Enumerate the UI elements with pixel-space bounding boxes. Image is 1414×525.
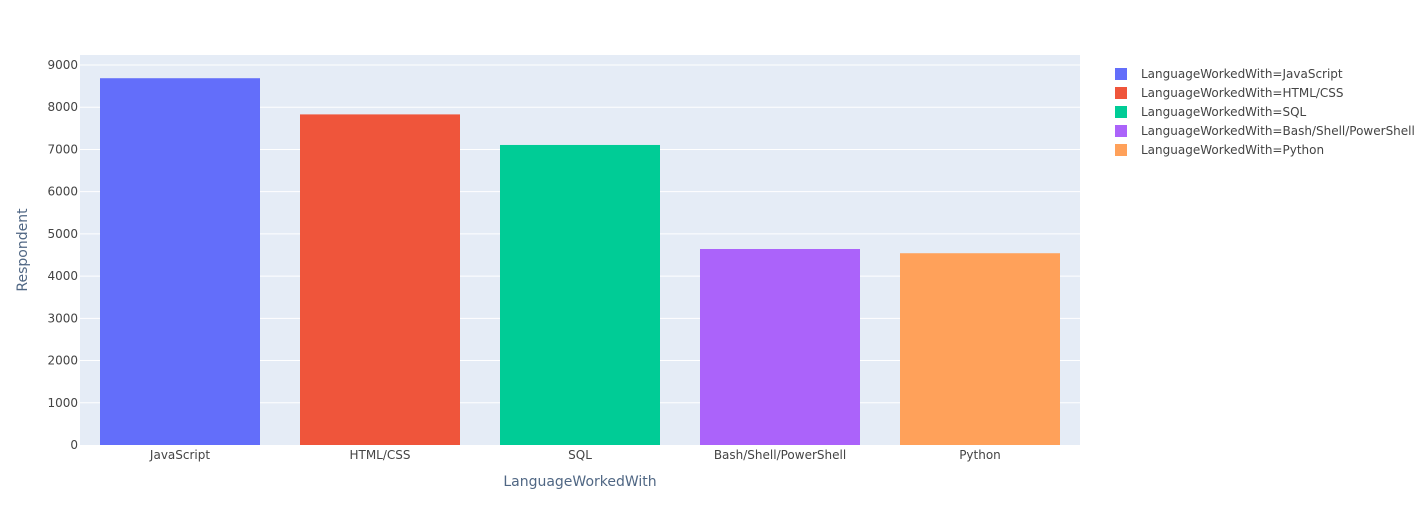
bar-bash-shell-powershell[interactable] <box>700 249 860 445</box>
legend-label: LanguageWorkedWith=SQL <box>1141 105 1307 119</box>
legend-swatch <box>1115 144 1127 156</box>
y-tick-label: 8000 <box>47 100 78 114</box>
y-tick-label: 5000 <box>47 227 78 241</box>
bar-sql[interactable] <box>500 144 660 446</box>
y-axis-title: Respondent <box>15 208 31 292</box>
x-tick-label: HTML/CSS <box>349 448 410 462</box>
legend-label: LanguageWorkedWith=Python <box>1141 143 1324 157</box>
legend-label: LanguageWorkedWith=HTML/CSS <box>1141 86 1344 100</box>
legend-item[interactable]: LanguageWorkedWith=Python <box>1115 143 1324 157</box>
x-tick-label: JavaScript <box>149 448 210 462</box>
legend-item[interactable]: LanguageWorkedWith=SQL <box>1115 105 1307 119</box>
bars <box>100 78 1060 446</box>
legend-label: LanguageWorkedWith=Bash/Shell/PowerShell <box>1141 124 1414 138</box>
y-tick-label: 6000 <box>47 185 78 199</box>
x-axis-title: LanguageWorkedWith <box>503 474 656 490</box>
legend-swatch <box>1115 87 1127 99</box>
y-tick-label: 2000 <box>47 354 78 368</box>
legend-item[interactable]: LanguageWorkedWith=JavaScript <box>1115 67 1343 81</box>
legend-item[interactable]: LanguageWorkedWith=HTML/CSS <box>1115 86 1344 100</box>
y-axis-ticks: 0 1000 2000 3000 4000 5000 6000 7000 8000 9000 <box>47 58 78 452</box>
y-tick-label: 3000 <box>47 311 78 325</box>
legend-swatch <box>1115 125 1127 137</box>
bar-python[interactable] <box>900 253 1060 445</box>
y-tick-label: 4000 <box>47 269 78 283</box>
x-tick-label: SQL <box>568 448 592 462</box>
x-tick-label: Bash/Shell/PowerShell <box>714 448 846 462</box>
y-tick-label: 0 <box>70 438 78 452</box>
bar-javascript[interactable] <box>100 78 260 446</box>
legend-swatch <box>1115 106 1127 118</box>
y-tick-label: 1000 <box>47 396 78 410</box>
legend-swatch <box>1115 68 1127 80</box>
x-axis-ticks: JavaScript HTML/CSS SQL Bash/Shell/PowerShe… <box>149 448 1001 462</box>
legend-label: LanguageWorkedWith=JavaScript <box>1141 67 1343 81</box>
bar-html-css[interactable] <box>300 114 460 446</box>
legend: LanguageWorkedWith=JavaScript LanguageWor… <box>1115 67 1414 157</box>
x-tick-label: Python <box>959 448 1001 462</box>
y-tick-label: 7000 <box>47 142 78 156</box>
y-tick-label: 9000 <box>47 58 78 72</box>
legend-item[interactable]: LanguageWorkedWith=Bash/Shell/PowerShell <box>1115 124 1414 138</box>
